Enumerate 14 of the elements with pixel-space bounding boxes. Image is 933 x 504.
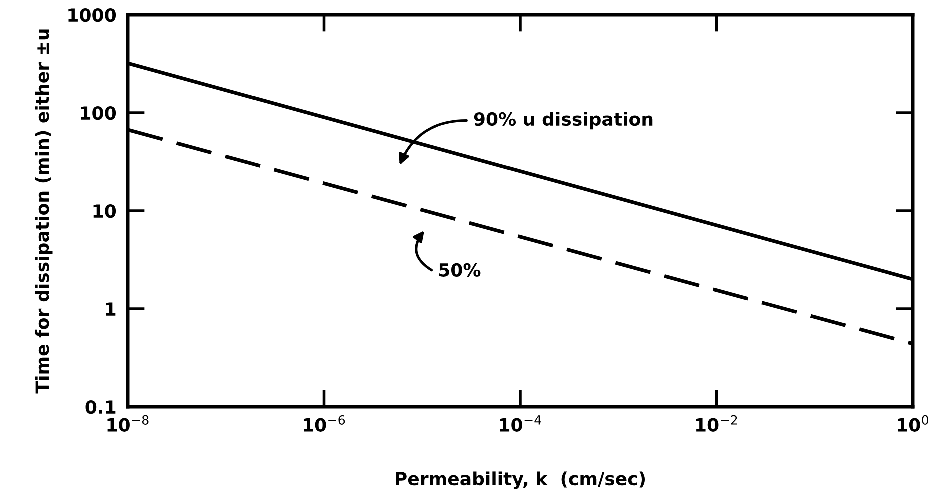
x-axis-title: Permeability, k (cm/sec) xyxy=(396,472,646,490)
x-tick-label: 10$^{−8}$ xyxy=(108,415,149,432)
x-tick-label: 10$^{−4}$ xyxy=(500,416,542,432)
x-tick-label: 10$^{−2}$ xyxy=(696,415,738,432)
y-tick-label: 0.1 xyxy=(86,400,116,414)
annotation: 50% xyxy=(439,263,481,277)
y-tick-label: 100 xyxy=(81,106,116,120)
x-tick-label: 10$^{−6}$ xyxy=(304,415,346,432)
y-tick-label: 10 xyxy=(94,204,116,218)
y-tick-label: 1 xyxy=(106,302,116,316)
annotation: 90% u dissipation xyxy=(474,112,653,130)
x-tick-label: 10$^{0}$ xyxy=(898,415,929,432)
y-tick-label: 1000 xyxy=(68,8,116,22)
y-axis-title: Time for dissipation (min) either ±u xyxy=(35,30,53,394)
